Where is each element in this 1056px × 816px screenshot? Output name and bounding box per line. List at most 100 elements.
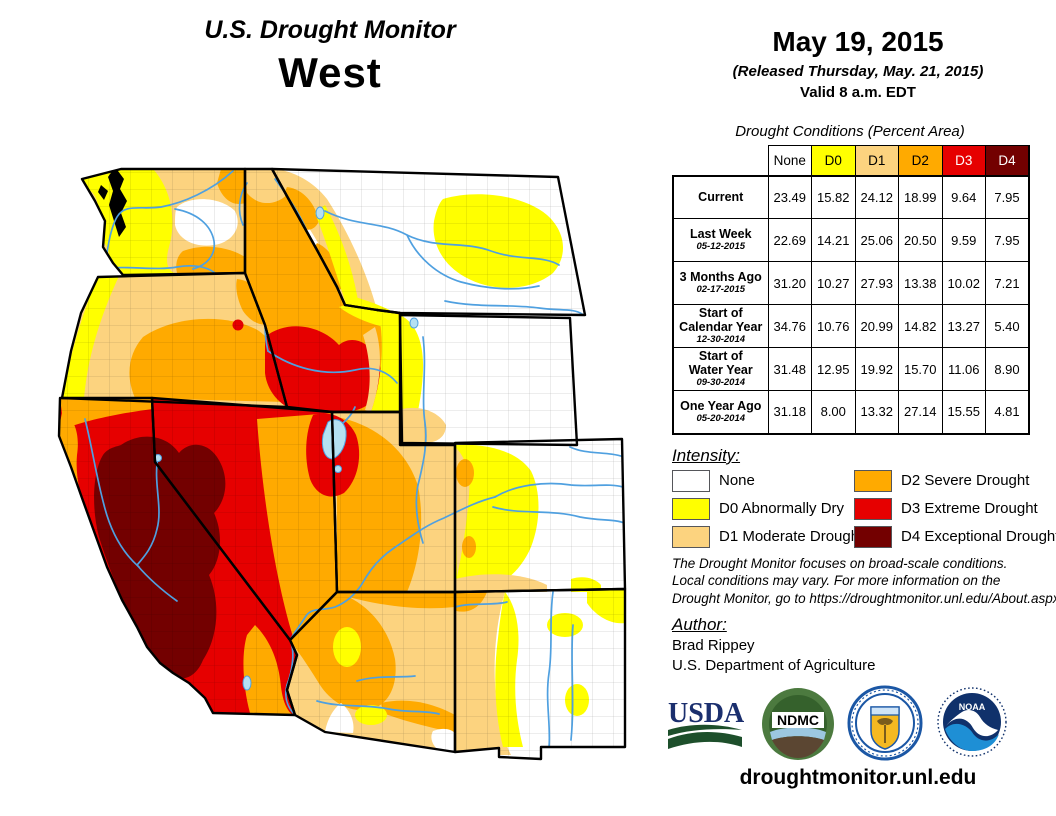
legend-item-d3: D3 Extreme Drought (854, 497, 1056, 520)
release-date: (Released Thursday, May. 21, 2015) (732, 63, 984, 80)
table-row: 3 Months Ago 02-17-2015 31.20 10.27 27.9… (672, 261, 1030, 305)
noaa-gull-icon (946, 709, 998, 737)
swatch-d4 (854, 525, 892, 548)
yellowstone-lake-icon (409, 317, 419, 329)
valid-time: Valid 8 a.m. EDT (800, 84, 916, 101)
value-cell: 20.50 (898, 218, 943, 262)
great-salt-lake-icon (321, 419, 347, 460)
value-cell: 9.59 (941, 218, 986, 262)
commerce-eagle-icon (877, 718, 893, 725)
corner-cell (673, 145, 768, 176)
value-cell: 14.21 (811, 218, 856, 262)
col-header-d3: D3 (941, 145, 986, 176)
lakes (154, 206, 419, 691)
table-caption: Drought Conditions (Percent Area) (735, 123, 965, 140)
value-cell: 31.48 (767, 347, 812, 391)
region-title: West (278, 49, 382, 96)
col-header-d1: D1 (854, 145, 899, 176)
row-label: Start of Calendar Year 12-30-2014 (672, 304, 769, 348)
value-cell: 7.21 (985, 261, 1030, 305)
value-cell: 31.18 (767, 390, 812, 435)
value-cell: 20.99 (854, 304, 899, 348)
noaa-text-ring (937, 687, 1007, 757)
author-name: Brad Rippey (672, 637, 755, 654)
row-label-text: One Year Ago (680, 398, 762, 413)
value-cell: 13.32 (854, 390, 899, 435)
utah-lake-icon (334, 465, 342, 473)
col-header-none: None (767, 145, 812, 176)
legend-label: D1 Moderate Drought (719, 528, 864, 545)
row-label-text: Start of Water Year (688, 349, 753, 378)
author-org: U.S. Department of Agriculture (672, 657, 876, 674)
title-block: U.S. Drought Monitor West (0, 16, 660, 97)
value-cell: 10.76 (811, 304, 856, 348)
row-label-date: 05-12-2015 (696, 241, 746, 253)
value-cell: 13.38 (898, 261, 943, 305)
legend-item-d4: D4 Exceptional Drought (854, 525, 1056, 548)
row-label-date: 02-17-2015 (696, 284, 746, 296)
value-cell: 18.99 (898, 174, 943, 219)
noaa-logo: NOAA (936, 686, 1008, 758)
commerce-staff (884, 725, 886, 743)
value-cell: 11.06 (941, 347, 986, 391)
table-header-row: None D0 D1 D2 D3 D4 (673, 145, 1030, 176)
noaa-logo-text: NOAA (959, 702, 986, 712)
salton-sea-icon (242, 675, 252, 691)
swatch-d0 (672, 497, 710, 520)
value-cell: 7.95 (985, 174, 1030, 219)
col-header-d4: D4 (985, 145, 1030, 176)
value-cell: 15.55 (941, 390, 986, 435)
drought-map (57, 167, 627, 761)
value-cell: 15.70 (898, 347, 943, 391)
usda-logo: USDA (668, 698, 744, 749)
value-cell: 13.27 (941, 304, 986, 348)
row-label: Last Week 05-12-2015 (672, 218, 769, 262)
ndmc-logo-text: NDMC (777, 712, 819, 728)
value-cell: 22.69 (767, 218, 812, 262)
value-cell: 10.27 (811, 261, 856, 305)
table-row: One Year Ago 05-20-2014 31.18 8.00 13.32… (672, 390, 1030, 435)
value-cell: 4.81 (985, 390, 1030, 435)
ndmc-soil-icon (772, 736, 824, 758)
noaa-ocean-icon (945, 723, 999, 751)
map-date: May 19, 2015 (772, 26, 944, 57)
usda-swoosh-icon (668, 724, 742, 736)
ndmc-banner (772, 712, 824, 728)
ndmc-water-icon (770, 727, 826, 740)
row-label-text: Current (698, 190, 744, 205)
value-cell: 24.12 (854, 174, 899, 219)
swatch-d2 (854, 469, 892, 492)
value-cell: 34.76 (767, 304, 812, 348)
row-label-text: 3 Months Ago (679, 270, 762, 285)
legend-label: None (719, 472, 755, 489)
sf-bay-icon (68, 507, 85, 528)
value-cell: 8.90 (985, 347, 1030, 391)
table-row: Start of Water Year 09-30-2014 31.48 12.… (672, 347, 1030, 391)
value-cell: 19.92 (854, 347, 899, 391)
usda-logo-text: USDA (668, 698, 744, 729)
legend-heading: Intensity: (672, 446, 741, 465)
value-cell: 27.14 (898, 390, 943, 435)
row-label-date: 09-30-2014 (696, 377, 746, 389)
col-header-d2: D2 (898, 145, 943, 176)
table-row: Last Week 05-12-2015 22.69 14.21 25.06 2… (672, 218, 1030, 262)
value-cell: 9.64 (941, 174, 986, 219)
table-row: Current 23.49 15.82 24.12 18.99 9.64 7.9… (672, 174, 1030, 219)
disclaimer-text: The Drought Monitor focuses on broad-sca… (672, 556, 1056, 606)
swatch-none (672, 469, 710, 492)
ndmc-logo: NDMC (762, 688, 834, 760)
row-label-text: Last Week (689, 227, 752, 242)
author-heading: Author: (672, 615, 727, 634)
swatch-d1 (672, 525, 710, 548)
value-cell: 8.00 (811, 390, 856, 435)
col-header-d0: D0 (811, 145, 856, 176)
puget-sound-icon (108, 169, 127, 237)
legend-item-d2: D2 Severe Drought (854, 469, 1056, 492)
value-cell: 10.02 (941, 261, 986, 305)
legend-label: D4 Exceptional Drought (901, 528, 1056, 545)
row-label: One Year Ago 05-20-2014 (672, 390, 769, 435)
commerce-text-ring (851, 689, 919, 757)
intensity-legend: None D2 Severe Drought D0 Abnormally Dry… (672, 469, 1056, 548)
value-cell: 14.82 (898, 304, 943, 348)
value-cell: 25.06 (854, 218, 899, 262)
